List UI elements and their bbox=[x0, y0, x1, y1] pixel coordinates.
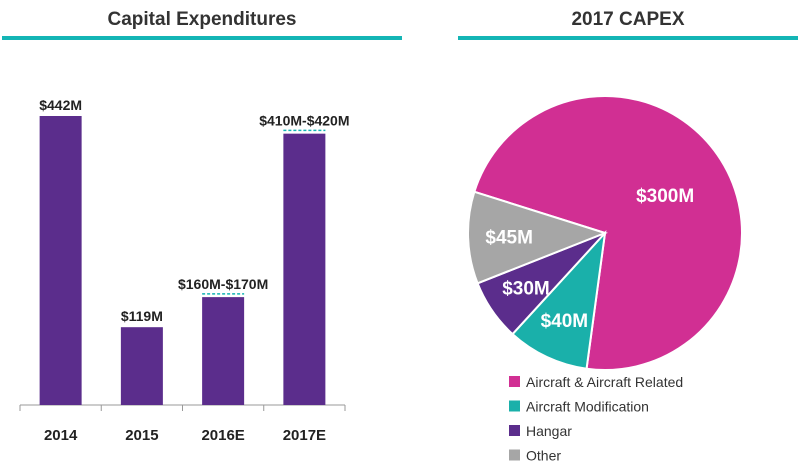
pie-slice bbox=[511, 229, 607, 370]
bar-data-label: $119M bbox=[121, 308, 163, 324]
bar-data-label: $160M-$170M bbox=[178, 276, 268, 292]
bar-2017e bbox=[283, 133, 326, 405]
legend-swatch bbox=[509, 376, 520, 387]
x-tick-label: 2015 bbox=[125, 427, 158, 444]
pie-slice bbox=[473, 95, 743, 371]
x-tick-label: 2016E bbox=[201, 427, 244, 444]
bar-2015 bbox=[120, 327, 163, 405]
pie-chart-title: 2017 CAPEX bbox=[458, 0, 798, 40]
bar-data-label: $410M-$420M bbox=[259, 112, 349, 128]
legend-swatch bbox=[509, 400, 520, 412]
x-tick-label: 2014 bbox=[44, 427, 78, 444]
x-tick-label: 2017E bbox=[283, 427, 326, 444]
bar-2014 bbox=[39, 116, 82, 405]
pie-slice bbox=[467, 190, 608, 285]
bar-data-label: $442M bbox=[39, 97, 82, 113]
legend-label: Aircraft & Aircraft Related bbox=[526, 374, 683, 390]
pie-slice-label: $30M bbox=[502, 278, 550, 299]
bar-2016e bbox=[202, 297, 245, 405]
bar-chart-title: Capital Expenditures bbox=[2, 0, 402, 40]
pie-slice-label: $300M bbox=[636, 186, 694, 207]
pie-slice-label: $40M bbox=[541, 311, 589, 332]
legend-label: Aircraft Modification bbox=[526, 399, 649, 415]
legend-swatch bbox=[509, 425, 520, 436]
legend-label: Other bbox=[526, 448, 561, 464]
legend-label: Hangar bbox=[526, 423, 572, 439]
legend-swatch bbox=[509, 449, 520, 461]
pie-slice-label: $45M bbox=[485, 227, 533, 248]
